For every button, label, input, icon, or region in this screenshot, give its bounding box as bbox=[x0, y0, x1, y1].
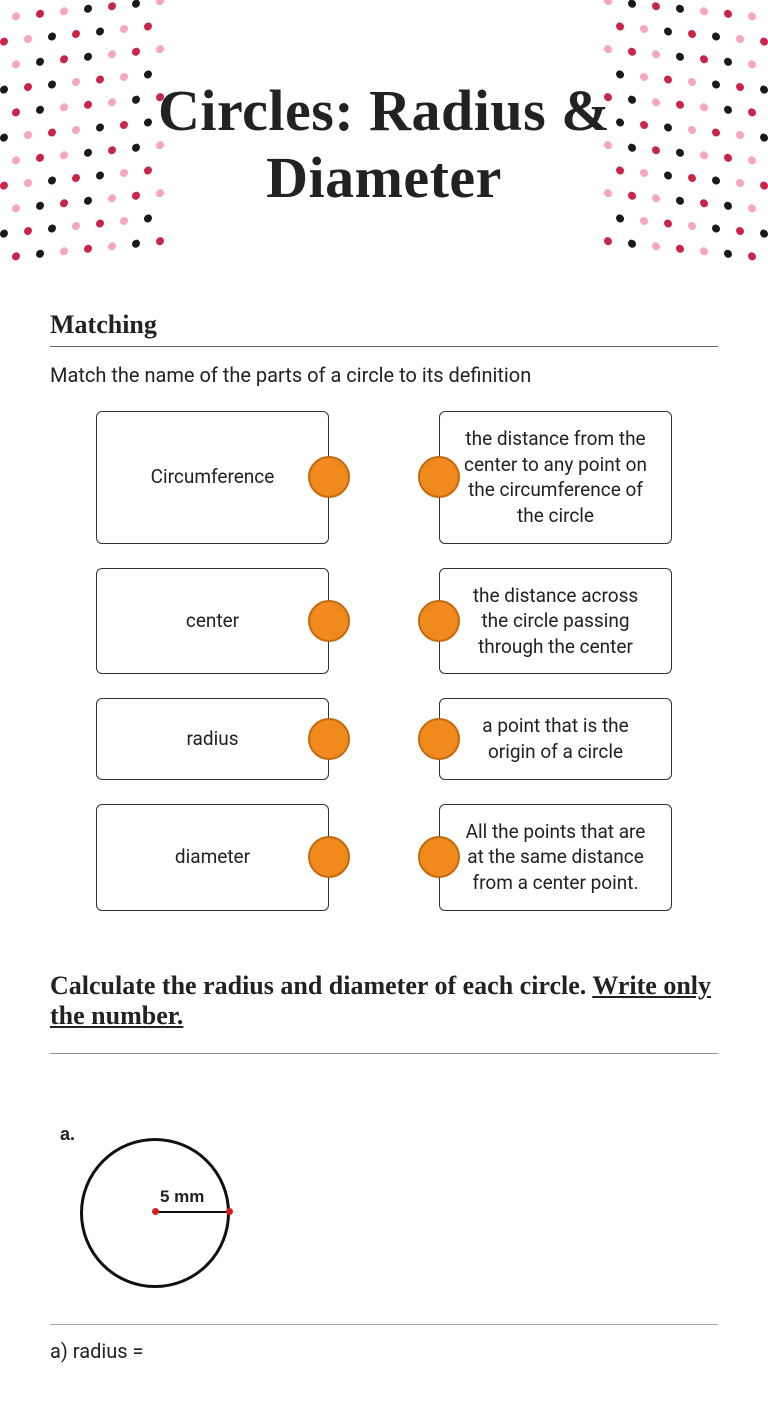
match-definition-label: All the points that are at the same dist… bbox=[458, 819, 653, 896]
match-term-label: center bbox=[186, 608, 239, 634]
page-title: Circles: Radius & Diameter bbox=[0, 78, 768, 211]
matching-heading: Matching bbox=[50, 310, 718, 347]
match-peg-icon[interactable] bbox=[418, 836, 460, 878]
match-definition[interactable]: a point that is the origin of a circle bbox=[439, 698, 672, 779]
match-peg-icon[interactable] bbox=[308, 456, 350, 498]
match-peg-icon[interactable] bbox=[308, 718, 350, 760]
calc-heading-prefix: Calculate the radius and diameter of eac… bbox=[50, 971, 592, 1000]
match-term[interactable]: center bbox=[96, 568, 329, 675]
match-peg-icon[interactable] bbox=[418, 718, 460, 760]
match-term[interactable]: diameter bbox=[96, 804, 329, 911]
figure-radius-line bbox=[155, 1211, 230, 1214]
calc-heading: Calculate the radius and diameter of eac… bbox=[50, 971, 718, 1054]
match-term-label: radius bbox=[186, 726, 238, 752]
matching-instruction: Match the name of the parts of a circle … bbox=[50, 363, 718, 387]
circle-figure: a. 5 mm bbox=[60, 1124, 260, 1304]
figure-radius-text: 5 mm bbox=[160, 1187, 204, 1207]
match-peg-icon[interactable] bbox=[418, 600, 460, 642]
match-term[interactable]: Circumference bbox=[96, 411, 329, 544]
matching-grid: Circumference the distance from the cent… bbox=[50, 411, 718, 911]
match-term[interactable]: radius bbox=[96, 698, 329, 779]
match-peg-icon[interactable] bbox=[308, 600, 350, 642]
match-definition-label: the distance across the circle passing t… bbox=[458, 583, 653, 660]
match-peg-icon[interactable] bbox=[418, 456, 460, 498]
answer-prompt: a) radius = bbox=[50, 1324, 718, 1363]
content: Matching Match the name of the parts of … bbox=[20, 290, 748, 1403]
match-term-label: Circumference bbox=[151, 464, 275, 490]
match-definition-label: a point that is the origin of a circle bbox=[458, 713, 653, 764]
match-definition[interactable]: All the points that are at the same dist… bbox=[439, 804, 672, 911]
match-peg-icon[interactable] bbox=[308, 836, 350, 878]
match-definition-label: the distance from the center to any poin… bbox=[458, 426, 653, 529]
match-definition[interactable]: the distance across the circle passing t… bbox=[439, 568, 672, 675]
match-term-label: diameter bbox=[175, 844, 250, 870]
figure-label: a. bbox=[60, 1124, 75, 1145]
hero: Circles: Radius & Diameter bbox=[0, 0, 768, 290]
match-definition[interactable]: the distance from the center to any poin… bbox=[439, 411, 672, 544]
